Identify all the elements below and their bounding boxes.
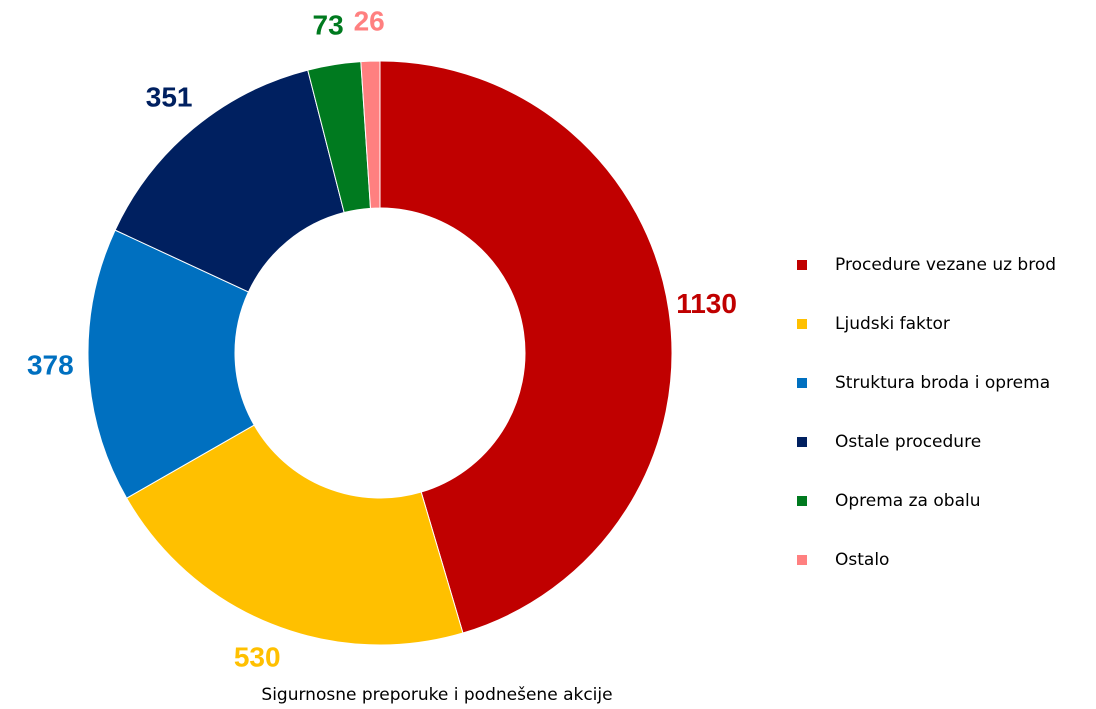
value-label: 378: [27, 350, 74, 381]
wedge: [125, 424, 464, 646]
legend-label: Struktura broda i oprema: [835, 373, 1050, 393]
legend-swatch: [797, 437, 807, 447]
legend-swatch: [797, 260, 807, 270]
value-label: 26: [354, 6, 385, 37]
legend-label: Ostale procedure: [835, 432, 981, 452]
wedge: [379, 60, 673, 634]
legend-swatch: [797, 319, 807, 329]
legend-label: Procedure vezane uz brod: [835, 255, 1056, 275]
legend-label: Ljudski faktor: [835, 314, 950, 334]
legend-label: Ostalo: [835, 550, 889, 570]
legend-swatch: [797, 496, 807, 506]
chart-title: Sigurnosne preporuke i podnešene akcije: [261, 685, 612, 705]
wedge: [87, 229, 255, 499]
value-label: 530: [234, 642, 281, 673]
value-label: 73: [313, 9, 344, 40]
legend-swatch: [797, 555, 807, 565]
value-label: 1130: [676, 288, 737, 319]
legend-swatch: [797, 378, 807, 388]
value-label: 351: [146, 82, 193, 113]
legend-label: Oprema za obalu: [835, 491, 980, 511]
wedge: [360, 60, 381, 209]
wedge: [114, 69, 345, 293]
